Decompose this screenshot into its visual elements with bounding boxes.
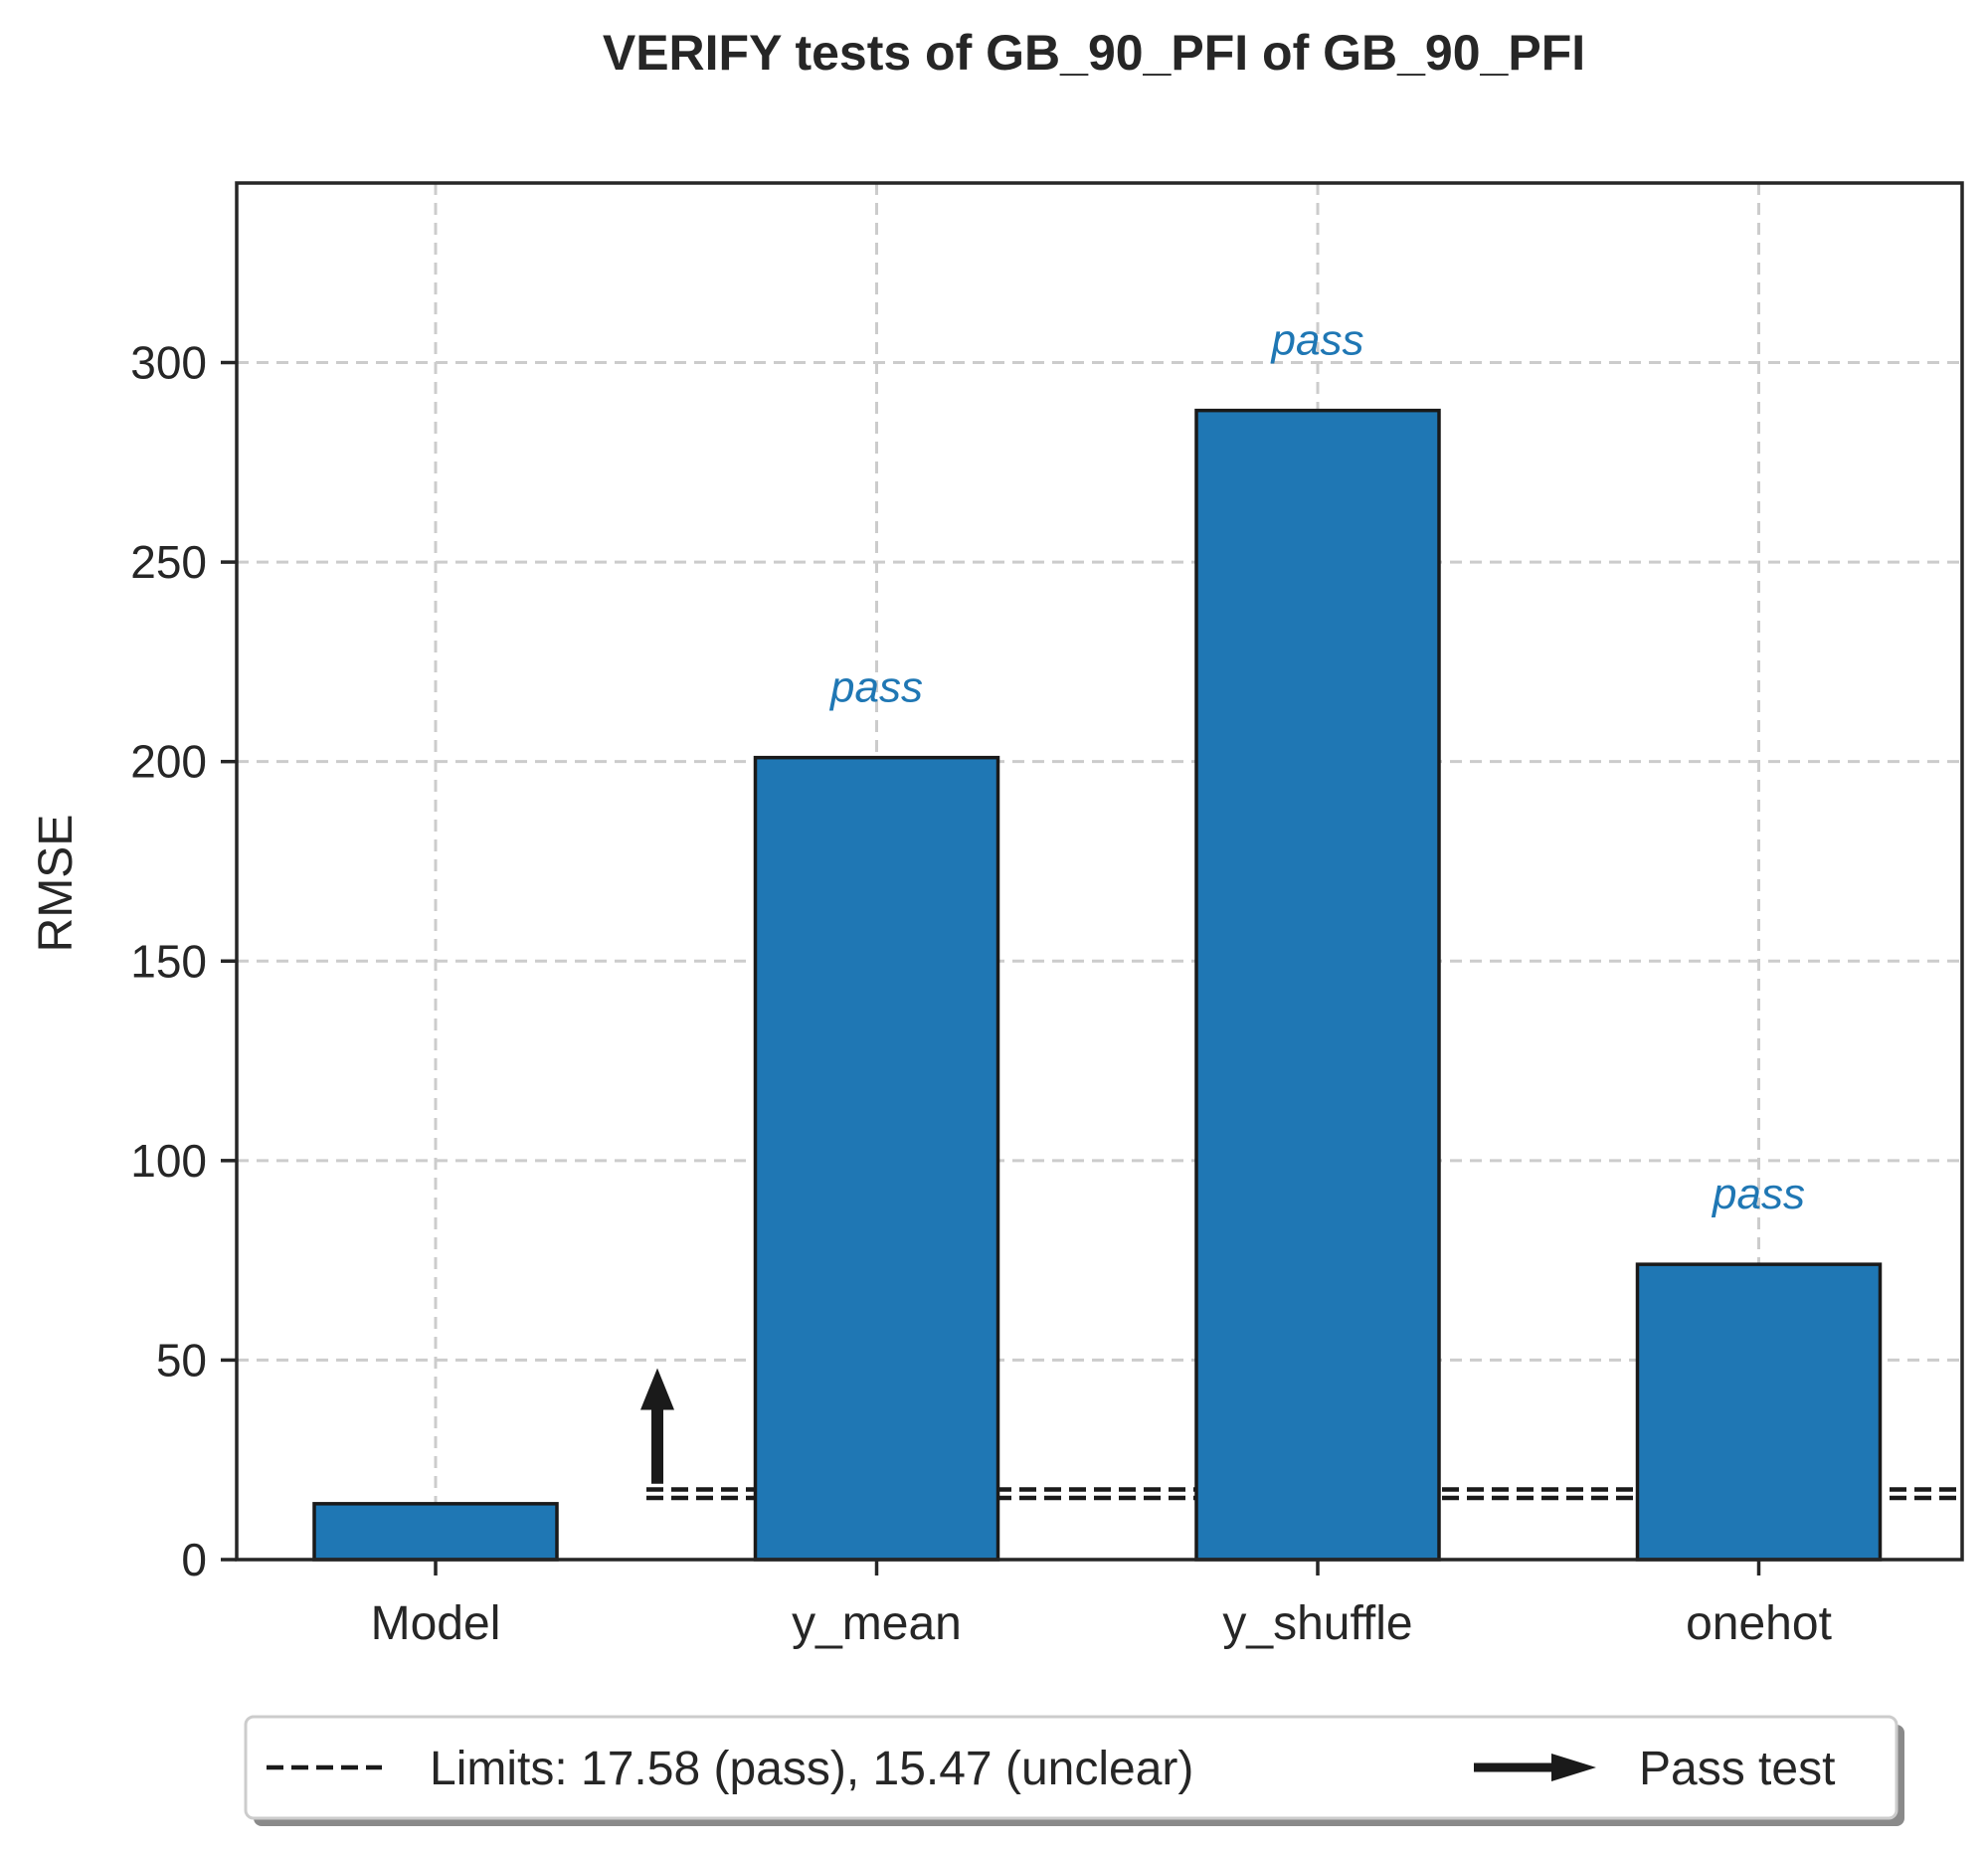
y-tick-label: 200 [130, 736, 207, 788]
legend-limits-label: Limits: 17.58 (pass), 15.47 (unclear) [430, 1743, 1193, 1795]
axes-layer [235, 181, 1964, 1562]
bar-annotation: pass [1711, 1170, 1805, 1218]
legend-box [244, 1715, 1898, 1820]
pass-arrow-head [640, 1368, 674, 1410]
annotation-layer: pass pass pass [640, 316, 1805, 1484]
legend-arrow-head [1551, 1754, 1596, 1781]
y-tick-label: 150 [130, 935, 207, 987]
y-axis-label: RMSE [30, 815, 83, 953]
y-tick-label: 300 [130, 337, 207, 389]
bar-onehot [1635, 1262, 1883, 1562]
chart-title: VERIFY tests of GB_90_PFI of GB_90_PFI [603, 25, 1585, 81]
x-tick-label: Model [371, 1597, 501, 1650]
bar-annotation: pass [828, 663, 923, 712]
y-tick-label: 50 [156, 1334, 207, 1386]
y-tick-label: 250 [130, 536, 207, 588]
legend-layer: Limits: 17.58 (pass), 15.47 (unclear) Pas… [244, 1715, 1904, 1826]
bar-Model [312, 1502, 559, 1562]
bar-y_mean [753, 755, 1000, 1562]
y-tick-label: 100 [130, 1135, 207, 1187]
bars-layer [312, 408, 1883, 1562]
plot-frame [235, 181, 1964, 1562]
x-tick-label: onehot [1686, 1597, 1832, 1650]
y-tick-label: 0 [181, 1534, 207, 1585]
bar-y_shuffle [1194, 408, 1441, 1562]
x-tick-label: y_shuffle [1222, 1597, 1412, 1650]
legend-pass-label: Pass test [1639, 1743, 1835, 1795]
bar-annotation: pass [1270, 316, 1364, 365]
x-tick-label: y_mean [792, 1597, 962, 1650]
ticks-layer: 0 50 100 150 200 250 300 Model y_mean y_shuffle on… [130, 337, 1832, 1650]
